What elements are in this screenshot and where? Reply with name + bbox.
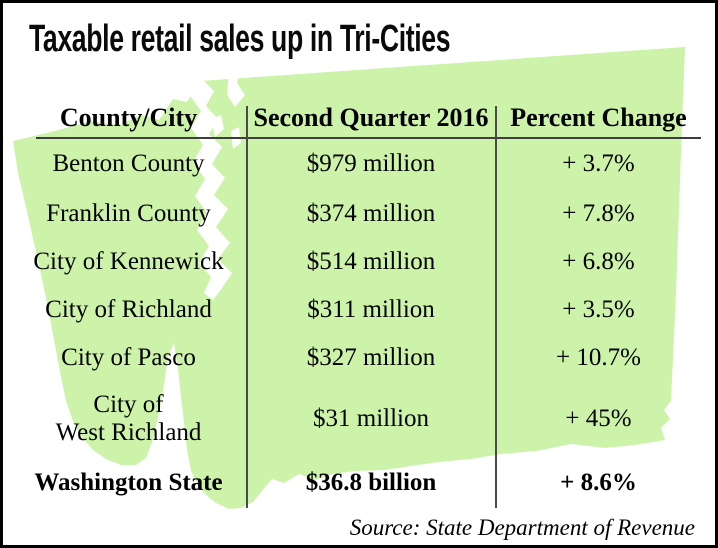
table-row: City of West Richland $31 million + 45% [11,382,701,456]
row-percent-change: + 8.6% [560,468,637,496]
column-header-county-city: County/City [59,103,198,132]
table-row: City of Kennewick $514 million + 6.8% [11,238,701,286]
table-row: City of Pasco $327 million + 10.7% [11,334,701,382]
puget-sound-water-shape [189,63,232,300]
table-row: Franklin County $374 million + 7.8% [11,190,701,238]
table-body: Benton County $979 million + 3.7% Frankl… [11,138,701,509]
row-percent-change: + 6.8% [562,248,635,275]
row-county-city: City of Richland [45,296,212,323]
row-county-city: City of Kennewick [33,248,224,275]
row-sales-value: $36.8 billion [305,468,437,496]
column-header-second-quarter-2016: Second Quarter 2016 [253,103,489,132]
washington-land-shape [13,47,685,509]
source-credit: Source: State Department of Revenue [349,515,695,540]
washington-state-map-silhouette [13,47,685,509]
row-percent-change: + 45% [565,405,632,432]
row-percent-change: + 10.7% [556,344,641,371]
row-sales-value: $514 million [306,248,436,275]
column-divider-left [246,106,248,508]
header-underline-rule [36,137,701,139]
row-county-city: Franklin County [46,200,211,227]
table-header-row: County/City Second Quarter 2016 Percent … [11,98,701,138]
row-sales-value: $979 million [306,150,436,177]
strait-inlet-water-shape [211,115,224,137]
san-juan-islands-water-shape [227,65,245,107]
row-county-city: City of West Richland [55,391,202,446]
row-sales-value: $311 million [307,296,435,323]
sales-table: County/City Second Quarter 2016 Percent … [11,98,701,509]
row-sales-value: $374 million [306,200,436,227]
row-sales-value: $327 million [306,344,436,371]
row-county-city: Benton County [52,150,205,177]
column-divider-right [495,106,497,508]
row-percent-change: + 3.7% [562,150,635,177]
page-title: Taxable retail sales up in Tri-Cities [29,18,451,60]
row-percent-change: + 7.8% [562,200,635,227]
row-county-city: Washington State [34,468,223,496]
table-row: Washington State $36.8 billion + 8.6% [11,456,701,509]
row-percent-change: + 3.5% [562,296,635,323]
row-sales-value: $31 million [313,405,429,432]
table-row: City of Richland $311 million + 3.5% [11,286,701,334]
row-county-city: City of Pasco [61,344,196,371]
column-header-percent-change: Percent Change [510,103,687,132]
table-row: Benton County $979 million + 3.7% [11,138,701,190]
